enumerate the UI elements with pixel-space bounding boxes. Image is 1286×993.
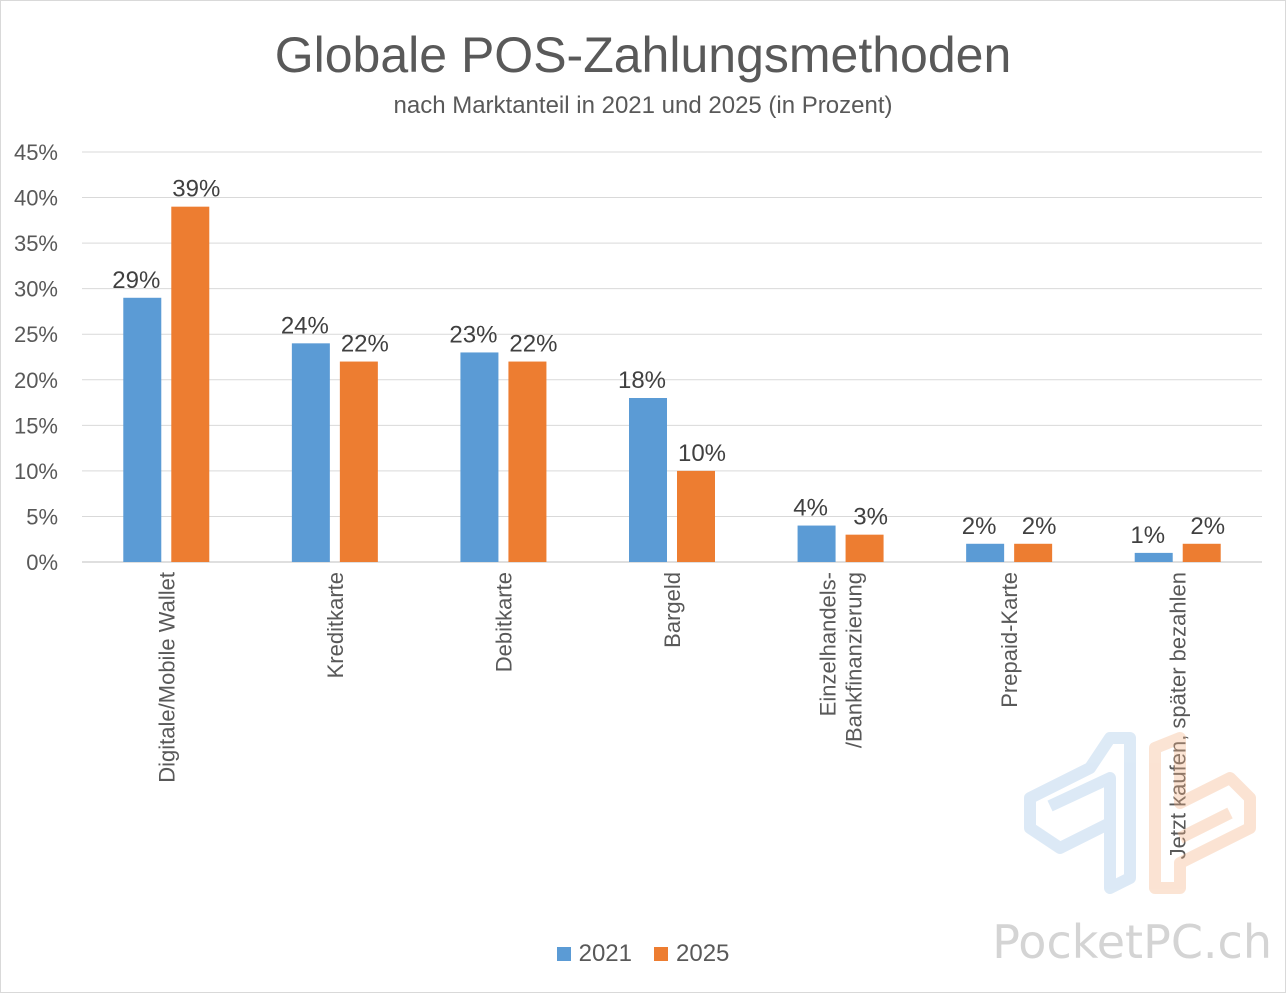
data-label-2025: 2% [1190,513,1225,540]
x-tick-label: Prepaid-Karte [997,572,1022,708]
bar-2025 [508,361,547,562]
bar-2025 [677,470,715,562]
chart-title: Globale POS-Zahlungsmethoden [274,27,1012,83]
legend-label-2021: 2021 [578,940,632,967]
bar-2025 [1014,543,1053,562]
pocketpc-logo-icon [1024,732,1256,894]
x-tick-label: Einzelhandels-/Bankfinanzierung [816,572,867,748]
y-tick-label: 45% [14,140,58,165]
y-tick-label: 20% [14,368,58,393]
legend-item-2025: 2025 [654,940,729,968]
data-label-2021: 23% [449,321,497,348]
y-tick-label: 35% [14,231,58,256]
legend-swatch-2025 [654,947,668,961]
bar-2021 [460,352,499,562]
y-tick-label: 5% [26,504,58,529]
y-tick-label: 30% [14,277,58,302]
bar-2025 [339,361,378,562]
bar-2025 [845,534,884,562]
data-label-2021: 1% [1130,522,1165,549]
x-tick-label: Debitkarte [491,572,516,672]
bar-2021 [629,398,667,562]
y-tick-label: 0% [26,550,58,575]
x-tick-label-line: Einzelhandels- [816,572,841,716]
data-label-2025: 3% [853,504,888,531]
data-label-2021: 18% [618,367,666,394]
x-tick-label-line: Debitkarte [491,572,516,672]
watermark-text: PocketPC.ch [992,915,1272,969]
x-tick-label: Bargeld [660,572,685,648]
x-tick-label-line: Kreditkarte [323,572,348,678]
data-label-2025: 39% [172,176,220,203]
y-tick-label: 15% [14,413,58,438]
data-label-2025: 10% [678,440,726,467]
bar-2025 [171,206,210,562]
bar-2021 [1134,552,1173,562]
y-tick-label: 25% [14,322,58,347]
x-tick-label-line: /Bankfinanzierung [842,572,867,748]
bar-2021 [797,525,836,562]
legend-label-2025: 2025 [676,940,730,967]
x-tick-label-line: Digitale/Mobile Wallet [154,572,179,783]
data-label-2025: 2% [1022,513,1057,540]
x-tick-label: Kreditkarte [323,572,348,678]
data-label-2021: 4% [793,495,828,522]
y-tick-label: 10% [14,459,58,484]
chart-subtitle: nach Marktanteil in 2021 und 2025 (in Pr… [393,92,893,119]
bar-2021 [966,543,1005,562]
data-label-2021: 29% [112,267,160,294]
legend-item-2021: 2021 [556,940,632,968]
x-tick-label-line: Prepaid-Karte [997,572,1022,708]
legend: 2021 2025 [0,940,1286,968]
x-tick-label: Digitale/Mobile Wallet [154,572,179,783]
data-label-2021: 24% [281,312,329,339]
x-tick-label-line: Jetzt kaufen, später bezahlen [1166,572,1191,859]
legend-swatch-2021 [556,947,571,961]
bar-2021 [291,343,330,562]
x-tick-label-line: Bargeld [660,572,685,648]
x-tick-label: Jetzt kaufen, später bezahlen [1166,572,1191,859]
bar-2021 [123,297,162,562]
data-label-2025: 22% [509,331,557,358]
data-label-2025: 22% [341,331,389,358]
data-label-2021: 2% [962,513,997,540]
bar-2025 [1182,543,1221,562]
y-tick-label: 40% [14,186,58,211]
